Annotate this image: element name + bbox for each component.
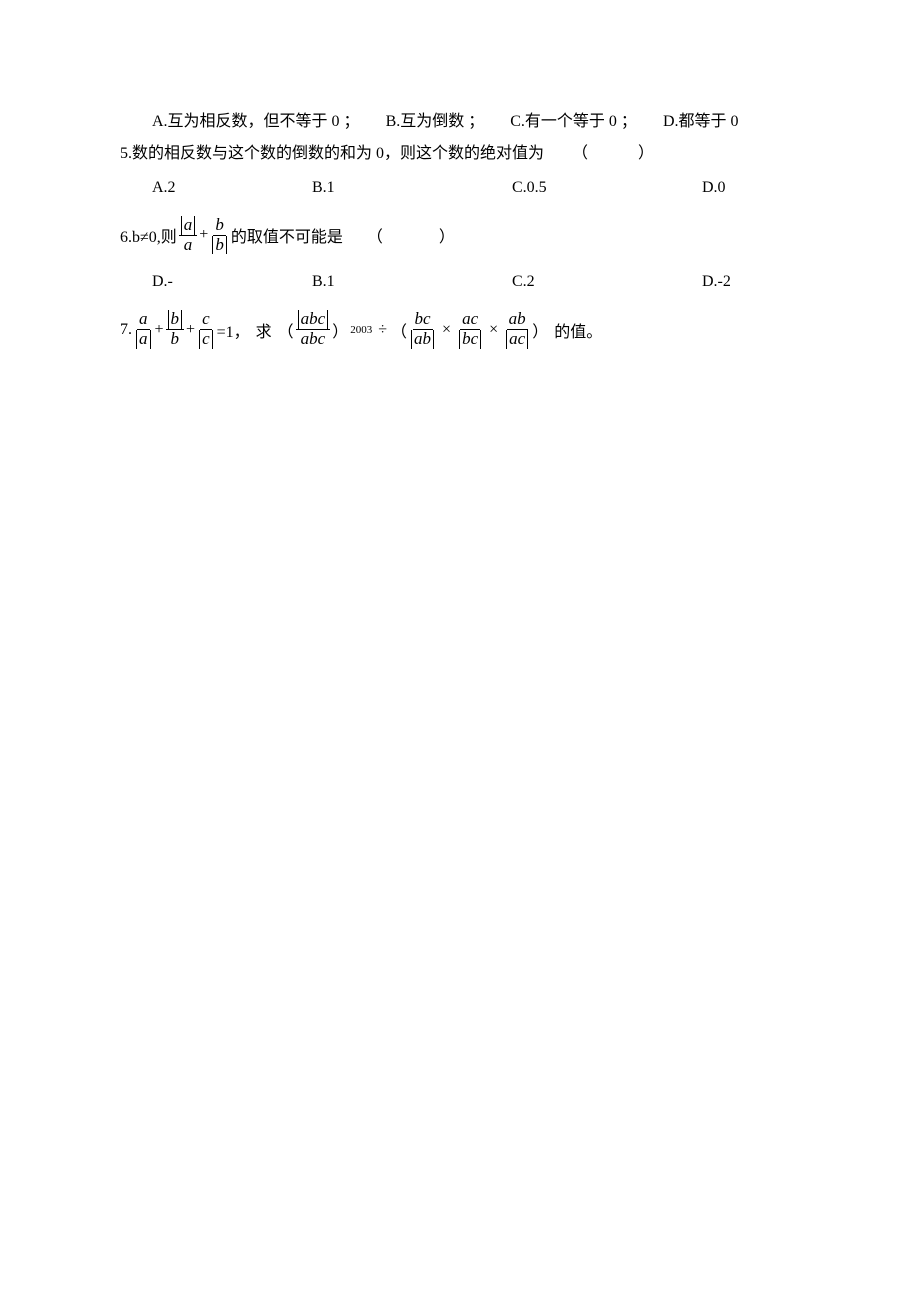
q7-line: 7. a a + b b + c c =1， 求 （ abc abc ） 200… [120,310,840,348]
q7-eq1: =1， [217,318,250,342]
q7-tail: 的值。 [554,318,602,342]
q6-prefix: 6.b≠0,则 [120,223,177,247]
q7-t2: b b [166,310,185,348]
q5-opt-b: B.1 [312,176,512,200]
q7-prefix: 7. [120,321,132,339]
q7-div: ÷ [378,321,387,339]
q7-t7: ab ac [504,310,530,348]
q7-t5: bc ab [409,310,436,348]
q6-stem-line: 6.b≠0,则 a a + b b 的取值不可能是 （ ） [120,216,840,254]
q7-t3: c c [197,310,215,348]
q4-opt-c: C.有一个等于 0 ； [510,113,637,130]
q6-opt-d: D.-2 [702,270,772,294]
q7-exponent: 2003 [350,324,372,336]
q4-opt-b: B.互为倒数 ； [386,113,485,130]
q5-stem-text: 5.数的相反数与这个数的倒数的和为 0，则这个数的绝对值为 [120,142,544,166]
q6-opt-a: D.- [152,270,312,294]
q6-opt-b: B.1 [312,270,512,294]
q7-qiu: 求 [256,318,272,342]
q6-suffix: 的取值不可能是 [231,223,343,247]
q6-opt-c: C.2 [512,270,702,294]
q5-options: A.2 B.1 C.0.5 D.0 [120,176,840,200]
q6-frac-2: b b [210,216,229,254]
q4-opt-d: D.都等于 0 [663,113,739,130]
q5-opt-c: C.0.5 [512,176,702,200]
q7-t6: ac bc [457,310,483,348]
q4-opt-a: A.互为相反数，但不等于 0 ； [152,113,360,130]
q6-blank-l: （ [367,223,383,247]
q5-opt-d: D.0 [702,176,772,200]
q7-t4: abc abc [296,310,331,348]
q5-blank: （） [572,142,704,166]
q4-options-line: A.互为相反数，但不等于 0 ； B.互为倒数 ； C.有一个等于 0 ； D.… [120,110,840,134]
q6-blank-r: ） [439,223,455,247]
q5-opt-a: A.2 [152,176,312,200]
q5-stem-line: 5.数的相反数与这个数的倒数的和为 0，则这个数的绝对值为 （） [120,142,840,166]
q7-t1: a a [134,310,153,348]
q6-options: D.- B.1 C.2 D.-2 [120,270,840,294]
q6-plus: + [199,226,208,244]
q6-frac-1: a a [179,216,198,254]
